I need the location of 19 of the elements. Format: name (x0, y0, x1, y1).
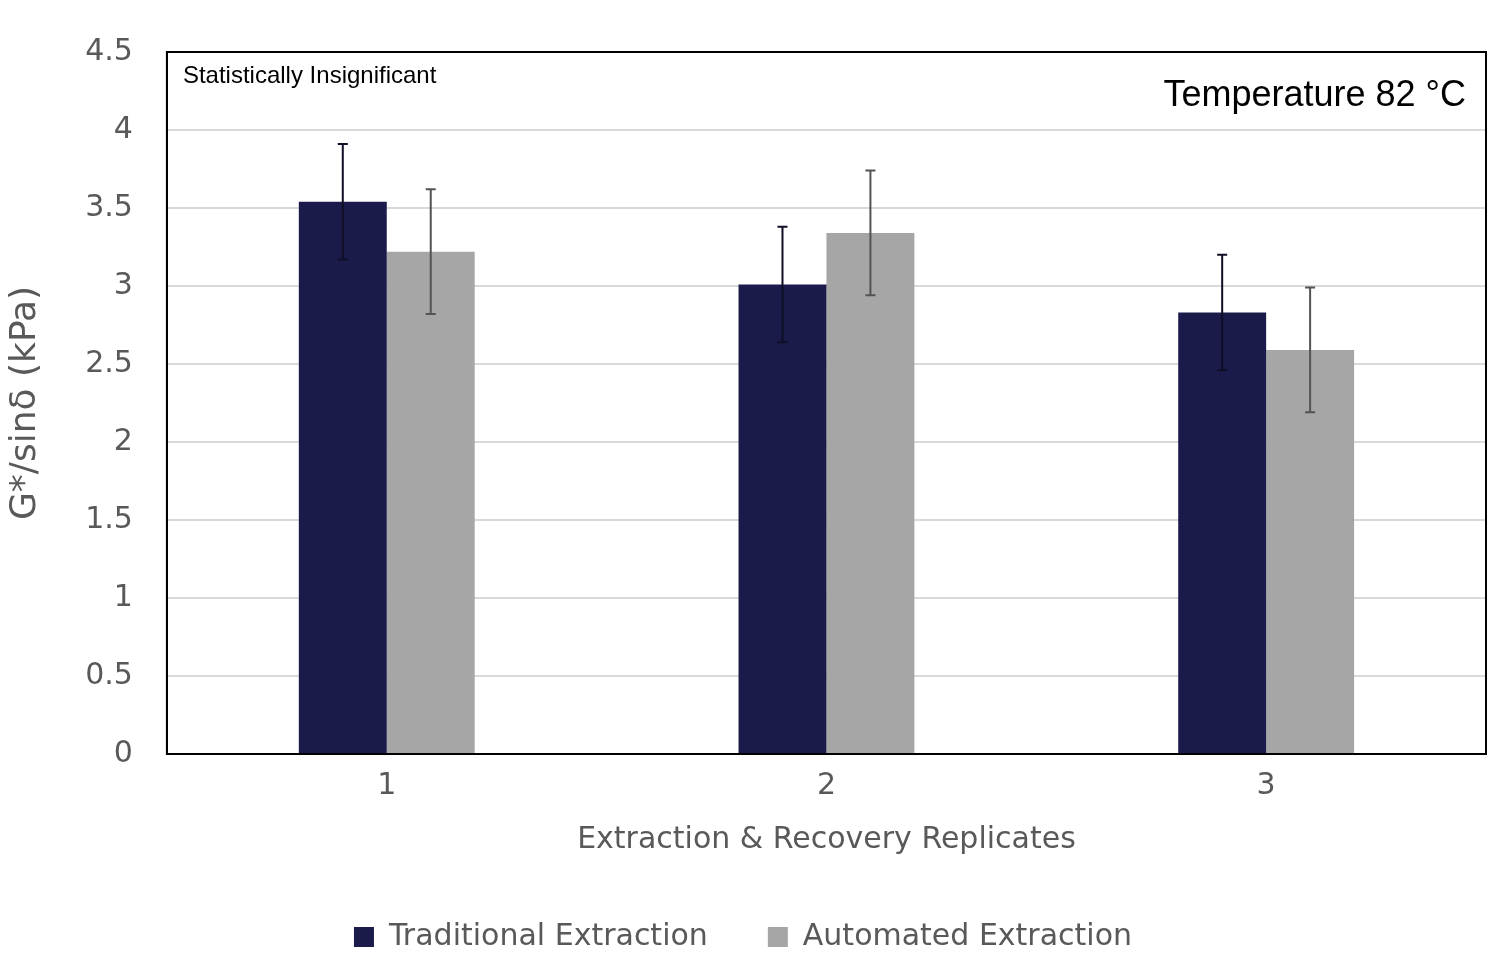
annotation: Temperature 82 °C (1163, 72, 1466, 114)
annotation: Statistically Insignificant (182, 60, 437, 88)
y-tick-label: 3 (113, 265, 133, 301)
y-tick-label: 0 (113, 733, 133, 769)
y-tick-label: 1.5 (85, 499, 133, 535)
x-tick-label: 2 (816, 765, 836, 801)
y-tick-label: 0.5 (85, 655, 133, 691)
legend-label: Traditional Extraction (387, 916, 708, 952)
y-tick-label: 3.5 (85, 187, 133, 223)
x-tick-label: 1 (377, 765, 397, 801)
legend-label: Automated Extraction (802, 916, 1133, 952)
x-axis-title: Extraction & Recovery Replicates (577, 819, 1076, 855)
y-tick-label: 4 (113, 109, 133, 145)
y-tick-label: 2 (113, 421, 133, 457)
x-tick-label: 3 (1256, 765, 1276, 801)
y-tick-label: 2.5 (85, 343, 133, 379)
y-axis-title: G*/sinδ (kPa) (1, 285, 43, 521)
y-tick-label: 4.5 (85, 31, 133, 67)
y-tick-label: 1 (113, 577, 133, 613)
